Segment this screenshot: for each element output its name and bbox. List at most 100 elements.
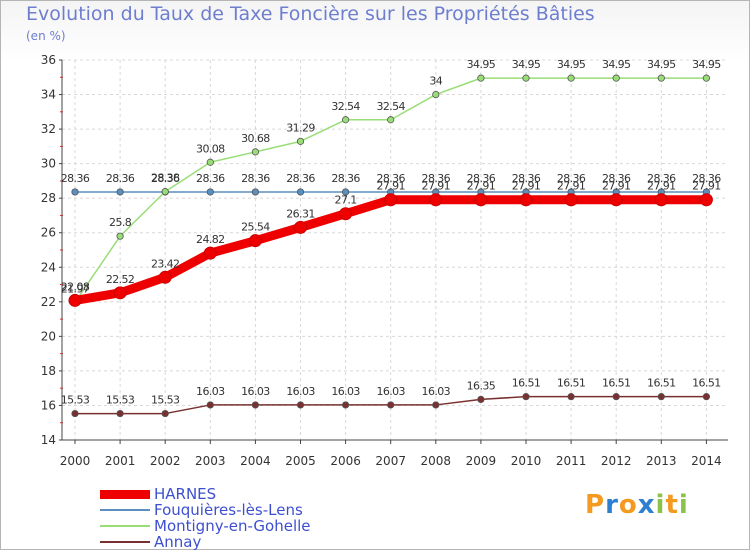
data-point xyxy=(341,401,350,409)
data-point xyxy=(609,193,623,207)
y-tick-label: 24 xyxy=(41,260,56,274)
data-point xyxy=(116,409,124,418)
data-label: 34.95 xyxy=(602,58,631,71)
data-point xyxy=(474,193,488,207)
legend-swatch xyxy=(100,509,150,511)
y-tick-label: 20 xyxy=(41,329,56,343)
data-label: 28.36 xyxy=(151,172,180,185)
data-point xyxy=(564,193,578,207)
legend-label: Montigny-en-Gohelle xyxy=(154,517,311,535)
logo-letter: P xyxy=(585,490,606,520)
data-point xyxy=(477,395,485,404)
data-label: 25.8 xyxy=(109,216,132,229)
logo-letter: i xyxy=(678,490,689,520)
logo-letter: o xyxy=(618,490,638,520)
data-label: 28.36 xyxy=(512,172,541,185)
data-label: 27.1 xyxy=(335,194,357,207)
data-label: 32.54 xyxy=(331,100,360,113)
y-tick-label: 22 xyxy=(41,295,56,309)
data-label: 16.03 xyxy=(331,385,360,398)
data-point xyxy=(341,116,350,124)
data-point xyxy=(116,232,124,240)
chart-title: Evolution du Taux de Taxe Foncière sur l… xyxy=(26,3,595,25)
data-point xyxy=(654,193,668,207)
data-point xyxy=(341,188,350,196)
data-label: 28.36 xyxy=(422,172,451,185)
data-label: 30.08 xyxy=(196,142,225,155)
legend-item: Fouquières-lès-Lens xyxy=(100,502,311,518)
legend-label: Fouquières-lès-Lens xyxy=(154,501,303,519)
data-label: 30.68 xyxy=(241,132,270,145)
data-point xyxy=(158,270,172,284)
data-point xyxy=(657,74,665,82)
legend-swatch xyxy=(100,541,150,543)
x-tick-label: 2000 xyxy=(60,454,91,468)
data-label: 28.36 xyxy=(286,172,315,185)
data-label: 32.54 xyxy=(376,100,405,113)
x-tick-label: 2009 xyxy=(466,454,497,468)
legend-label: Annay xyxy=(154,533,202,551)
legend-item: HARNES xyxy=(100,486,311,502)
y-tick-label: 26 xyxy=(41,226,56,240)
data-label: 16.51 xyxy=(647,377,676,390)
y-tick-label: 34 xyxy=(41,88,56,102)
x-tick-label: 2002 xyxy=(150,454,181,468)
x-tick-label: 2005 xyxy=(285,454,316,468)
data-point xyxy=(206,401,214,409)
data-label: 28.36 xyxy=(106,172,135,185)
legend-swatch xyxy=(100,525,150,527)
data-point xyxy=(206,188,214,196)
data-label: 16.51 xyxy=(602,377,631,390)
data-label: 28.36 xyxy=(241,172,270,185)
data-point xyxy=(203,246,217,260)
data-point xyxy=(612,393,620,401)
proxiti-logo: Proxiti xyxy=(585,490,689,520)
data-label: 27.91 xyxy=(376,180,405,193)
data-point xyxy=(522,74,530,82)
data-point xyxy=(702,74,711,82)
legend-item: Montigny-en-Gohelle xyxy=(100,518,311,534)
data-point xyxy=(251,148,259,156)
legend-label: HARNES xyxy=(154,485,217,503)
x-tick-label: 2013 xyxy=(646,454,677,468)
data-point xyxy=(294,220,307,234)
data-label: 28.36 xyxy=(61,172,90,185)
x-tick-label: 2011 xyxy=(556,454,587,468)
legend-item: Annay xyxy=(100,534,311,550)
data-point xyxy=(567,74,575,82)
data-point xyxy=(71,409,79,418)
data-label: 28.36 xyxy=(647,172,676,185)
x-tick-label: 2008 xyxy=(421,454,452,468)
data-label: 28.36 xyxy=(196,172,225,185)
data-point xyxy=(339,207,353,221)
data-label: 28.36 xyxy=(557,172,586,185)
data-point xyxy=(71,188,79,196)
data-label: 34.95 xyxy=(692,58,721,71)
data-point xyxy=(522,393,530,401)
data-point xyxy=(432,401,440,409)
data-label: 15.53 xyxy=(61,394,90,407)
x-tick-label: 2014 xyxy=(691,454,722,468)
data-label: 16.03 xyxy=(196,385,225,398)
data-label: 27.91 xyxy=(422,180,451,193)
logo-letter: r xyxy=(605,490,619,520)
data-label: 16.03 xyxy=(241,385,270,398)
data-label: 27.91 xyxy=(512,180,541,193)
data-label: 22.52 xyxy=(106,273,135,286)
data-point xyxy=(161,188,169,196)
y-tick-label: 36 xyxy=(41,53,56,67)
data-point xyxy=(251,188,259,196)
x-tick-label: 2006 xyxy=(330,454,361,468)
data-label: 16.51 xyxy=(692,377,721,390)
data-point xyxy=(206,158,214,166)
data-label: 27.91 xyxy=(602,180,631,193)
data-point xyxy=(477,74,485,82)
data-point xyxy=(702,393,711,401)
x-tick-label: 2007 xyxy=(375,454,406,468)
data-label: 34.95 xyxy=(467,58,496,71)
data-point xyxy=(387,116,395,124)
data-point xyxy=(113,286,127,300)
data-point xyxy=(612,74,620,82)
data-point xyxy=(251,401,259,409)
chart-subtitle: (en %) xyxy=(26,29,66,43)
